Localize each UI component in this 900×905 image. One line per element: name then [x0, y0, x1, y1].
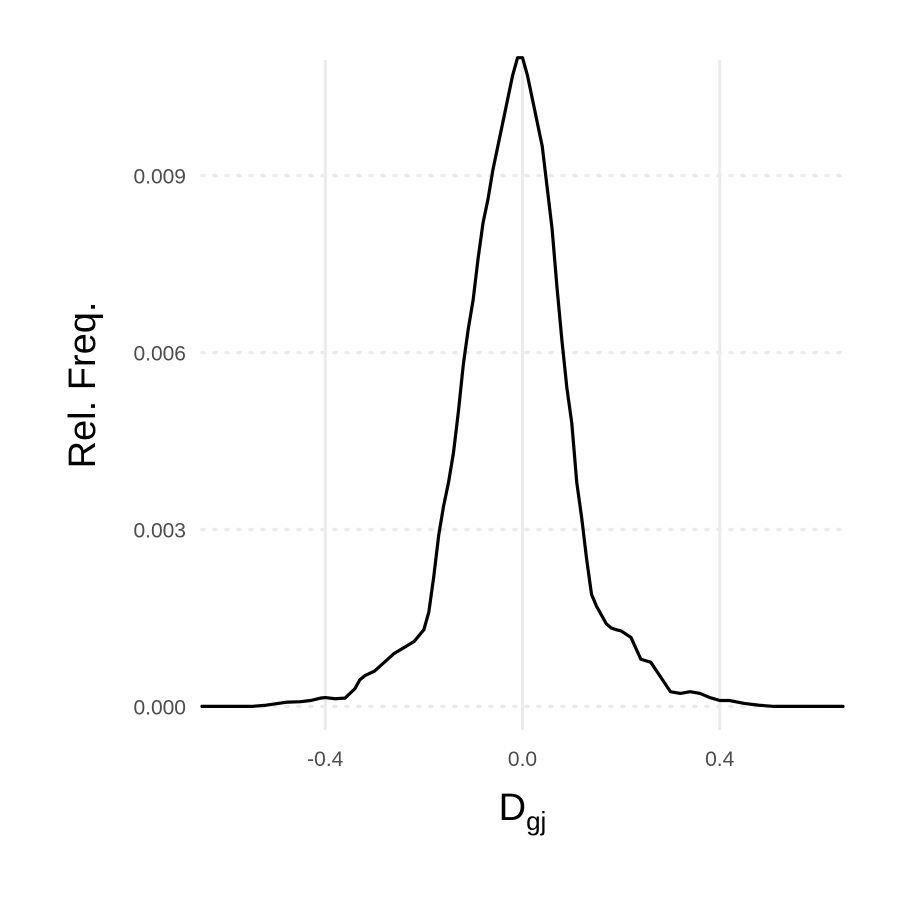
x-tick-label: 0.4	[705, 748, 735, 771]
x-tick-label: 0.0	[508, 748, 537, 771]
tick-layer: 0.000 0.003 0.006 0.009 -0.4 0.0 0.4	[133, 166, 734, 771]
y-axis-title: Rel. Freq.	[62, 302, 104, 469]
x-tick-label: -0.4	[307, 748, 344, 771]
x-axis-title-subscript: gj	[526, 806, 546, 836]
y-tick-label: 0.009	[133, 166, 186, 189]
axis-titles: Dgj Rel. Freq.	[62, 302, 546, 836]
grid-layer	[200, 60, 845, 730]
x-axis-title: Dgj	[499, 787, 547, 836]
density-series-line	[200, 56, 845, 709]
y-tick-label: 0.000	[133, 696, 186, 719]
y-tick-label: 0.006	[133, 343, 186, 366]
x-axis-title-main: D	[499, 787, 526, 829]
line-layer	[200, 56, 845, 709]
y-tick-label: 0.003	[133, 519, 186, 542]
